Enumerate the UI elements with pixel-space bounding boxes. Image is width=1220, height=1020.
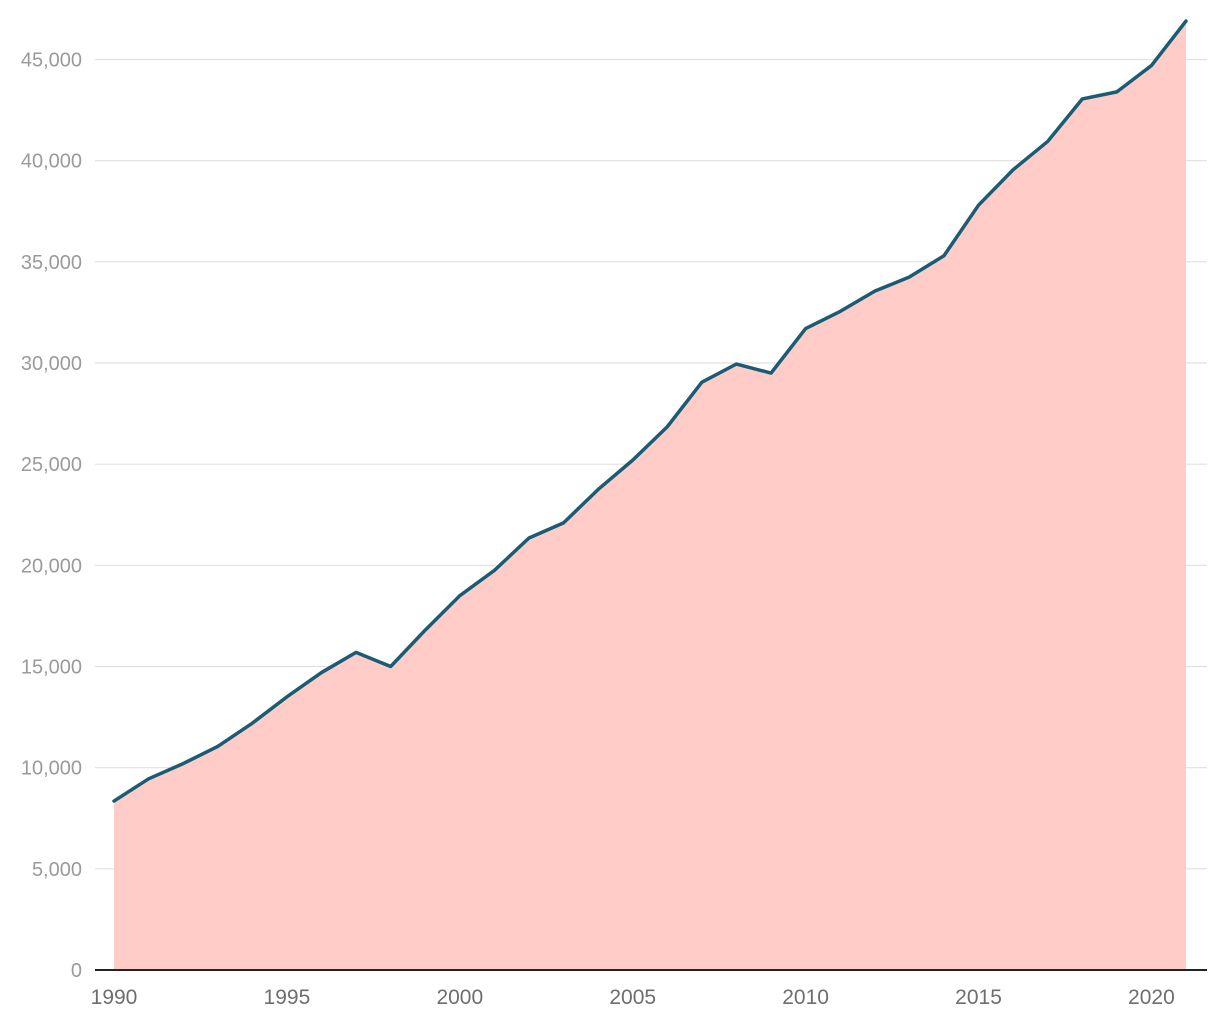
y-tick-label: 5,000 (32, 859, 82, 881)
line-layer (112, 19, 1188, 803)
y-tick-label: 20,000 (21, 555, 82, 577)
y-tick-label: 10,000 (21, 758, 82, 780)
y-tick-label: 40,000 (21, 151, 82, 173)
y-tick-label: 45,000 (21, 50, 82, 72)
y-tick-label: 15,000 (21, 657, 82, 679)
y-tick-label: 0 (71, 960, 82, 982)
x-tick-label: 1995 (264, 986, 311, 1009)
y-tick-label: 25,000 (21, 454, 82, 476)
x-tick-label: 2015 (955, 986, 1002, 1009)
x-tick-label: 2020 (1128, 986, 1175, 1009)
y-tick-label: 30,000 (21, 353, 82, 375)
series-line (112, 19, 1188, 803)
axes: 0 5,000 10,000 15,000 20,000 25,000 30,000 35,0… (21, 50, 1207, 1009)
x-tick-label: 2005 (609, 986, 656, 1009)
x-tick-label: 2000 (436, 986, 483, 1009)
x-tick-label: 1990 (91, 986, 138, 1009)
x-tick-label: 2010 (782, 986, 829, 1009)
area-layer (114, 21, 1186, 971)
y-tick-label: 35,000 (21, 252, 82, 274)
series-area (114, 21, 1186, 971)
